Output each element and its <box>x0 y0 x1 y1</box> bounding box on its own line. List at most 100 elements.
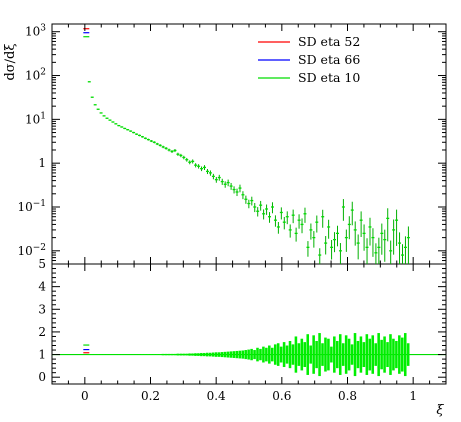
ratio-band <box>247 349 250 360</box>
ratio-plot-area <box>52 333 446 377</box>
ratio-band <box>87 354 91 356</box>
ratio-band <box>368 338 372 371</box>
ratio-band <box>315 340 318 369</box>
ratio-band <box>374 343 377 366</box>
ratio-band <box>371 335 375 374</box>
ratio-band <box>353 333 357 377</box>
data-point <box>353 221 357 246</box>
data-point <box>96 108 100 110</box>
ratio-band <box>395 340 398 369</box>
data-point <box>126 129 130 131</box>
ratio-band <box>217 352 221 357</box>
ratio-band <box>285 345 289 364</box>
x-tick-label: 0.2 <box>141 389 160 403</box>
data-point <box>324 236 328 255</box>
data-point <box>170 150 174 153</box>
data-point <box>398 232 402 264</box>
data-point <box>341 199 345 221</box>
ratio-band <box>380 339 383 370</box>
ratio-band <box>398 335 401 374</box>
main-plot-area <box>83 28 410 264</box>
ratio-band <box>158 354 162 356</box>
ratio-band <box>297 343 301 366</box>
data-point <box>111 121 115 123</box>
legend-label-2: SD eta 66 <box>298 52 360 67</box>
data-point <box>356 234 360 260</box>
main-panel-frame <box>51 23 447 265</box>
ratio-band <box>350 344 354 365</box>
data-point <box>347 216 351 240</box>
x-axis-title: ξ <box>436 403 444 418</box>
ratio-band <box>403 333 407 377</box>
axes: 0 0.2 0.4 0.6 0.8 1 103 102 101 1 10−1 10−2 0 1 2 3 4 5 <box>17 24 447 403</box>
ratio-band <box>191 353 194 356</box>
ratio-band <box>318 333 321 377</box>
data-point <box>389 240 393 264</box>
data-point <box>312 231 316 248</box>
x-tick-label: 0.8 <box>338 389 357 403</box>
ratio-band <box>214 352 218 357</box>
data-point <box>182 155 186 160</box>
data-point <box>211 173 215 180</box>
x-tick-label: 1 <box>409 389 417 403</box>
data-point <box>244 195 248 204</box>
ratio-band <box>146 354 150 356</box>
ratio-band <box>241 350 245 359</box>
data-point <box>330 239 334 260</box>
data-point <box>226 179 230 187</box>
data-point <box>303 207 307 223</box>
ratio-band <box>238 350 242 359</box>
ratio-band <box>401 337 404 372</box>
ratio-band <box>259 348 262 361</box>
data-point <box>276 222 280 234</box>
ratio-band <box>330 346 333 363</box>
ratio-band <box>161 353 165 356</box>
data-point <box>149 140 153 143</box>
ratio-band <box>253 350 256 360</box>
data-point <box>185 157 189 162</box>
ratio-band <box>203 352 206 357</box>
ratio-band <box>194 353 197 356</box>
data-point <box>338 243 342 264</box>
ratio-y-tick-label: 1 <box>38 348 46 362</box>
data-point <box>90 96 94 98</box>
ratio-band <box>344 335 348 374</box>
ratio-band <box>250 348 253 361</box>
ratio-band <box>327 338 330 371</box>
data-point <box>285 211 289 225</box>
data-point <box>108 119 112 121</box>
data-point <box>386 208 390 242</box>
ratio-band <box>226 351 230 358</box>
y-tick-label: 1 <box>38 156 46 170</box>
ratio-band <box>333 336 336 373</box>
data-point <box>306 241 310 257</box>
data-point <box>365 238 369 264</box>
x-tick-label: 0.6 <box>272 389 291 403</box>
data-point <box>146 138 150 141</box>
data-point <box>114 123 118 125</box>
data-point <box>220 178 224 185</box>
data-point <box>406 226 410 264</box>
data-point <box>256 207 260 217</box>
data-point <box>336 225 339 247</box>
data-point <box>327 219 331 239</box>
ratio-y-tick-label: 2 <box>38 325 46 339</box>
ratio-band <box>223 351 227 358</box>
ratio-band <box>155 354 159 356</box>
ratio-band <box>276 343 280 366</box>
data-point <box>268 212 271 223</box>
data-point <box>321 209 325 228</box>
ratio-band <box>185 353 188 356</box>
data-point <box>371 228 375 257</box>
ratio-band <box>386 342 389 368</box>
ratio-band <box>173 353 177 356</box>
ratio-band <box>220 352 224 358</box>
ratio-band <box>383 336 386 373</box>
data-point <box>87 81 91 83</box>
data-point <box>152 141 156 144</box>
data-point <box>232 186 236 194</box>
data-point <box>191 159 195 164</box>
data-point <box>273 215 277 227</box>
data-point <box>143 137 147 140</box>
ratio-band <box>406 343 410 366</box>
